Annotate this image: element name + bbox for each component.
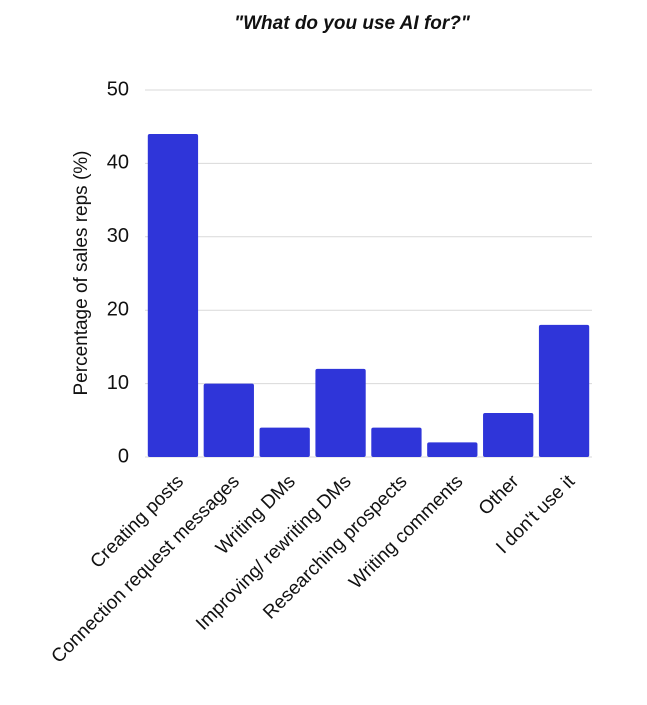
bar bbox=[315, 368, 366, 457]
bar bbox=[147, 134, 199, 458]
bar bbox=[371, 427, 422, 457]
y-tick-label: 40 bbox=[107, 152, 129, 174]
x-tick-label: Other bbox=[475, 471, 524, 520]
y-tick-label: 0 bbox=[118, 445, 129, 467]
bar bbox=[259, 427, 310, 457]
y-tick-label: 50 bbox=[107, 78, 129, 100]
x-tick-label: Creating posts bbox=[87, 471, 188, 572]
y-tick-label: 10 bbox=[107, 372, 129, 394]
y-tick-label: 30 bbox=[107, 225, 129, 247]
chart-title: "What do you use AI for?" bbox=[234, 13, 471, 34]
bar bbox=[203, 383, 254, 457]
bar bbox=[483, 412, 534, 457]
bar bbox=[427, 442, 478, 457]
y-axis-label: Percentage of sales reps (%) bbox=[71, 150, 92, 395]
y-tick-label: 20 bbox=[107, 298, 129, 320]
bar bbox=[538, 324, 590, 457]
